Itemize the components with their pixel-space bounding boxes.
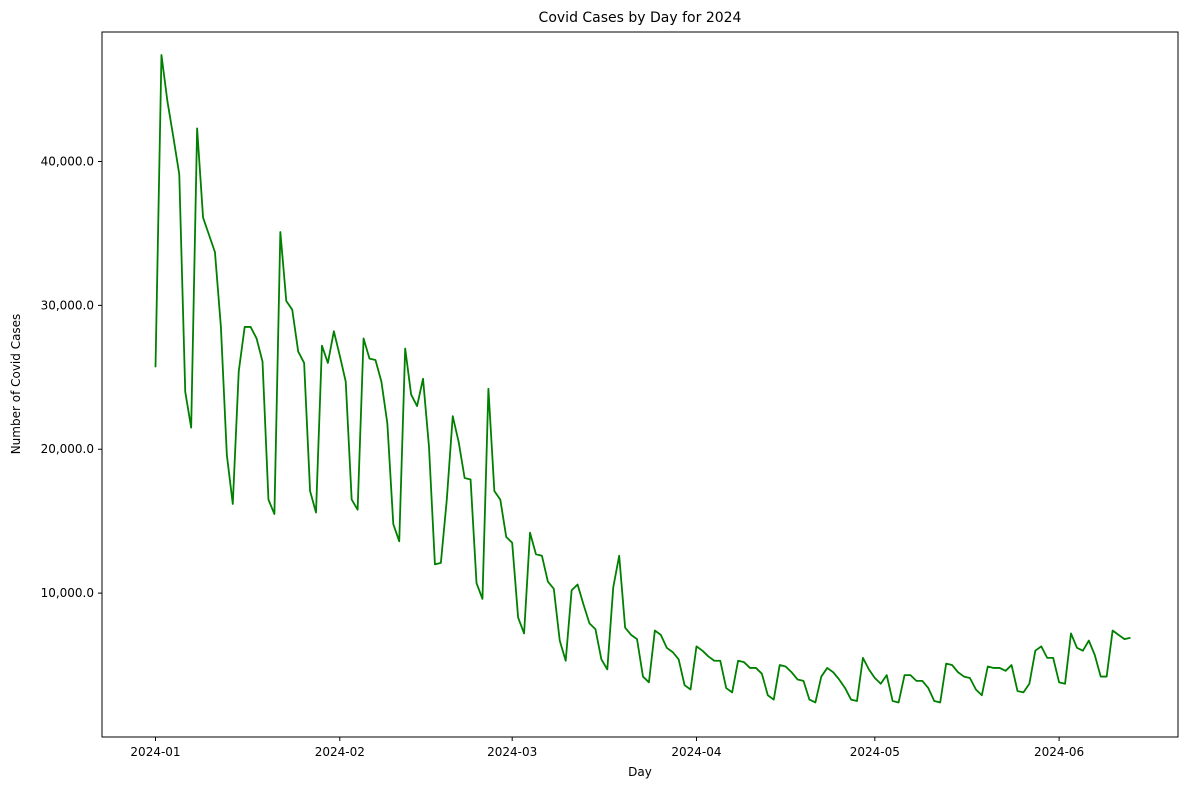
x-tick-label: 2024-05 <box>850 745 900 759</box>
y-tick-label: 10,000.0 <box>41 586 94 600</box>
y-tick-label: 40,000.0 <box>41 154 94 168</box>
y-tick-label: 20,000.0 <box>41 442 94 456</box>
x-tick-label: 2024-03 <box>487 745 537 759</box>
chart-title: Covid Cases by Day for 2024 <box>539 10 742 26</box>
x-tick-label: 2024-06 <box>1034 745 1084 759</box>
x-tick-label: 2024-01 <box>130 745 180 759</box>
x-tick-label: 2024-04 <box>671 745 721 759</box>
y-axis: 10,000.0 20,000.0 30,000.0 40,000.0 <box>41 154 102 600</box>
plot-area: 2024-01 2024-02 2024-03 2024-04 2024-05 2024-… <box>41 31 1179 759</box>
plot-frame <box>101 31 1179 738</box>
x-tick-label: 2024-02 <box>315 745 365 759</box>
x-axis: 2024-01 2024-02 2024-03 2024-04 2024-05 2024-… <box>130 737 1084 759</box>
y-axis-label: Number of Covid Cases <box>9 314 23 455</box>
series-line-covid-cases <box>154 54 1131 704</box>
x-axis-label: Day <box>628 765 652 779</box>
y-tick-label: 30,000.0 <box>41 298 94 312</box>
